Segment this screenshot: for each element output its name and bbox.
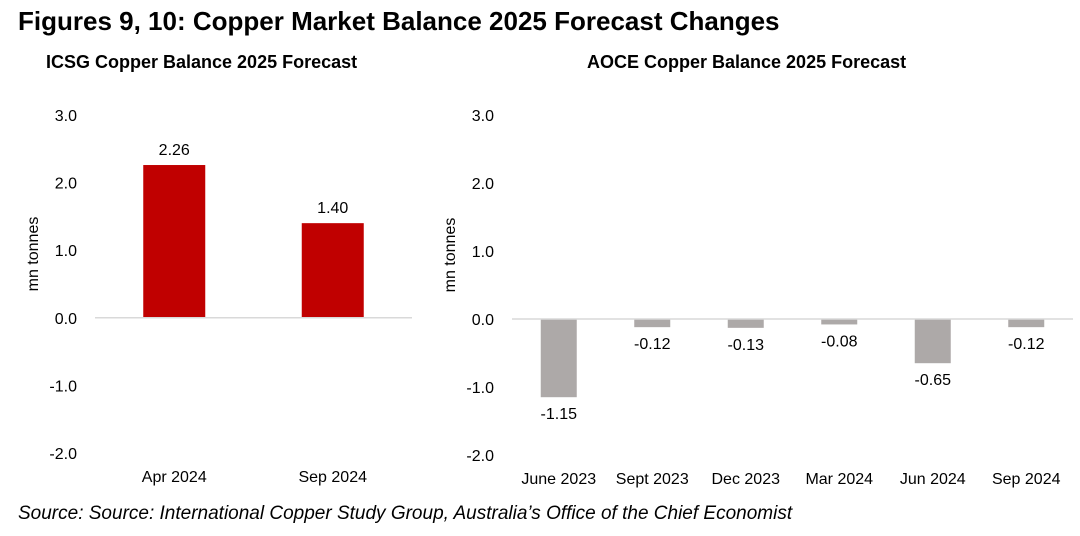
icsg-bar <box>301 223 364 318</box>
aoce-x-tick-label: Sept 2023 <box>616 471 689 488</box>
aoce-bar <box>727 319 764 328</box>
aoce-y-tick-label: -2.0 <box>466 448 494 465</box>
source-note: Source: Source: International Copper Stu… <box>18 503 793 524</box>
aoce-bar <box>634 319 671 328</box>
aoce-data-label: -0.12 <box>1008 336 1045 353</box>
aoce-bar <box>540 319 577 398</box>
aoce-data-label: -1.15 <box>541 406 578 423</box>
aoce-x-tick-label: Jun 2024 <box>900 471 966 488</box>
aoce-data-label: -0.65 <box>915 372 952 389</box>
aoce-data-label: -0.13 <box>728 337 765 354</box>
aoce-y-axis-label: mn tonnes <box>442 218 459 293</box>
icsg-y-tick-label: -1.0 <box>49 378 77 395</box>
aoce-chart: 3.0 2.0 1.0 0.0 -1.0 -2.0 mn tonnes -1.15 June 2… <box>442 108 1073 488</box>
icsg-chart: 3.0 2.0 1.0 0.0 -1.0 -2.0 mn tonnes 2.26 Apr 202… <box>25 108 412 486</box>
aoce-chart-title: AOCE Copper Balance 2025 Forecast <box>587 52 907 72</box>
icsg-y-tick-label: 2.0 <box>55 176 77 193</box>
icsg-y-axis-label: mn tonnes <box>25 217 42 292</box>
figure-title: Figures 9, 10: Copper Market Balance 202… <box>18 6 780 36</box>
aoce-bar <box>914 319 951 364</box>
aoce-x-tick-label: Sep 2024 <box>992 471 1061 488</box>
icsg-x-tick-label: Sep 2024 <box>298 469 367 486</box>
aoce-data-label: -0.08 <box>821 333 858 350</box>
aoce-bar <box>1008 319 1045 328</box>
aoce-x-tick-label: Dec 2023 <box>712 471 781 488</box>
aoce-data-label: -0.12 <box>634 336 671 353</box>
aoce-y-tick-label: 1.0 <box>472 244 494 261</box>
aoce-x-tick-label: Mar 2024 <box>805 471 873 488</box>
aoce-y-tick-label: -1.0 <box>466 380 494 397</box>
aoce-bar <box>821 319 858 325</box>
icsg-bar <box>143 165 206 318</box>
icsg-data-label: 2.26 <box>159 142 190 159</box>
icsg-data-label: 1.40 <box>317 200 348 217</box>
icsg-y-tick-label: 0.0 <box>55 311 77 328</box>
icsg-y-tick-label: 1.0 <box>55 243 77 260</box>
aoce-y-tick-label: 2.0 <box>472 176 494 193</box>
aoce-y-tick-label: 0.0 <box>472 312 494 329</box>
aoce-y-tick-label: 3.0 <box>472 108 494 125</box>
icsg-x-tick-label: Apr 2024 <box>142 469 207 486</box>
icsg-y-tick-label: 3.0 <box>55 108 77 125</box>
icsg-y-tick-label: -2.0 <box>49 446 77 463</box>
aoce-x-tick-label: June 2023 <box>521 471 596 488</box>
icsg-chart-title: ICSG Copper Balance 2025 Forecast <box>46 52 358 72</box>
